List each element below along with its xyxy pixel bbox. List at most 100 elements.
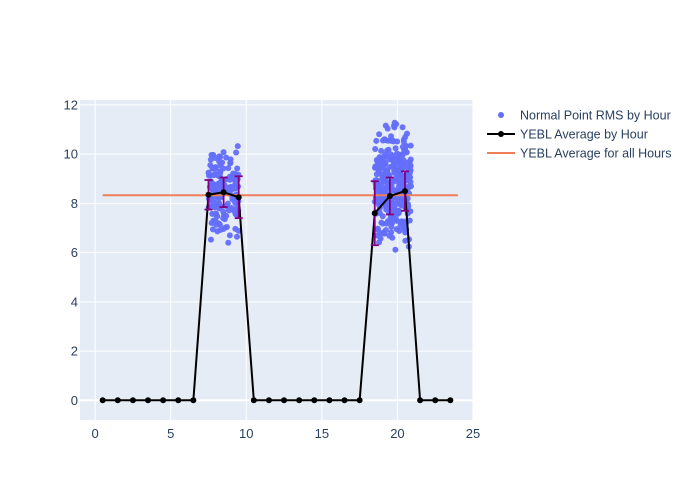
data-point	[216, 158, 223, 165]
data-point	[390, 137, 397, 144]
data-point	[405, 164, 412, 171]
data-point	[388, 229, 395, 236]
average-point	[296, 397, 303, 404]
average-point	[235, 194, 242, 201]
data-point	[213, 183, 220, 190]
data-point	[374, 225, 381, 232]
data-point	[390, 163, 397, 170]
average-point	[417, 397, 424, 404]
average-point	[341, 397, 348, 404]
data-point	[234, 165, 241, 172]
average-point	[114, 397, 121, 404]
data-point	[214, 228, 221, 235]
data-point	[220, 165, 227, 172]
average-point	[175, 397, 182, 404]
data-point	[223, 154, 230, 161]
data-point	[393, 217, 400, 224]
legend-label-hourly-average: YEBL Average by Hour	[520, 128, 648, 142]
legend-label-overall-average: YEBL Average for all Hours	[520, 147, 671, 161]
data-point	[225, 239, 232, 246]
average-point	[447, 397, 454, 404]
average-point	[129, 397, 136, 404]
data-point	[385, 146, 392, 153]
average-point	[356, 397, 363, 404]
x-tick-label: 5	[167, 426, 174, 441]
y-tick-label: 0	[71, 393, 78, 408]
average-point	[205, 191, 212, 198]
data-point	[390, 156, 397, 163]
data-point	[379, 213, 386, 220]
y-axis-ticks: 0 2 4 6 8 10 12	[64, 97, 78, 407]
data-point	[234, 143, 241, 150]
data-point	[216, 153, 223, 160]
data-point	[227, 159, 234, 166]
data-point	[396, 152, 403, 159]
data-point	[381, 161, 388, 168]
data-point	[381, 230, 388, 237]
data-point	[225, 165, 232, 172]
data-point	[383, 220, 390, 227]
x-tick-label: 10	[239, 426, 253, 441]
average-point	[99, 397, 106, 404]
average-markers	[99, 188, 454, 404]
data-point	[209, 210, 216, 217]
y-tick-label: 10	[64, 147, 78, 162]
data-point	[382, 151, 389, 158]
y-tick-label: 12	[64, 97, 78, 112]
data-point	[380, 178, 387, 185]
data-point	[399, 124, 406, 131]
y-tick-label: 2	[71, 344, 78, 359]
legend-scatter-marker	[498, 112, 504, 118]
data-point	[384, 125, 391, 132]
data-point	[225, 207, 232, 214]
error-bars	[204, 170, 409, 247]
x-axis-ticks: 0 5 10 15 20 25	[91, 426, 480, 441]
data-point	[223, 223, 230, 230]
average-point	[386, 193, 393, 199]
data-point	[220, 149, 227, 156]
data-point	[402, 146, 409, 153]
data-point	[392, 145, 399, 152]
data-point	[378, 147, 385, 154]
data-point	[213, 221, 220, 228]
data-point	[377, 235, 384, 242]
data-point	[233, 233, 240, 240]
data-point	[209, 164, 216, 171]
average-point	[220, 189, 227, 196]
data-point	[373, 137, 380, 144]
data-point	[225, 184, 232, 191]
average-point	[281, 397, 288, 404]
data-point	[407, 142, 414, 149]
data-point	[396, 228, 403, 235]
data-point	[407, 208, 414, 215]
plot-background	[80, 100, 473, 420]
data-point	[402, 133, 409, 140]
data-point	[390, 178, 397, 185]
data-point	[211, 172, 218, 179]
data-point	[233, 149, 240, 156]
data-point	[392, 246, 399, 253]
data-point	[391, 169, 398, 176]
data-point	[210, 199, 217, 206]
data-point	[207, 236, 214, 243]
y-tick-label: 4	[71, 294, 78, 309]
x-tick-label: 15	[315, 426, 329, 441]
data-point	[388, 220, 395, 227]
x-tick-label: 0	[91, 426, 98, 441]
data-point	[397, 160, 404, 167]
average-point	[160, 397, 167, 404]
data-point	[211, 204, 218, 211]
legend: Normal Point RMS by Hour YEBL Average by…	[487, 109, 671, 161]
data-point	[207, 156, 214, 163]
data-point	[375, 194, 382, 201]
data-point	[407, 156, 414, 163]
average-point	[401, 188, 408, 195]
x-tick-label: 20	[390, 426, 404, 441]
y-tick-label: 6	[71, 245, 78, 260]
data-point	[220, 215, 227, 222]
data-point	[208, 151, 215, 158]
data-point	[376, 165, 383, 172]
y-tick-label: 8	[71, 196, 78, 211]
average-point	[311, 397, 318, 404]
